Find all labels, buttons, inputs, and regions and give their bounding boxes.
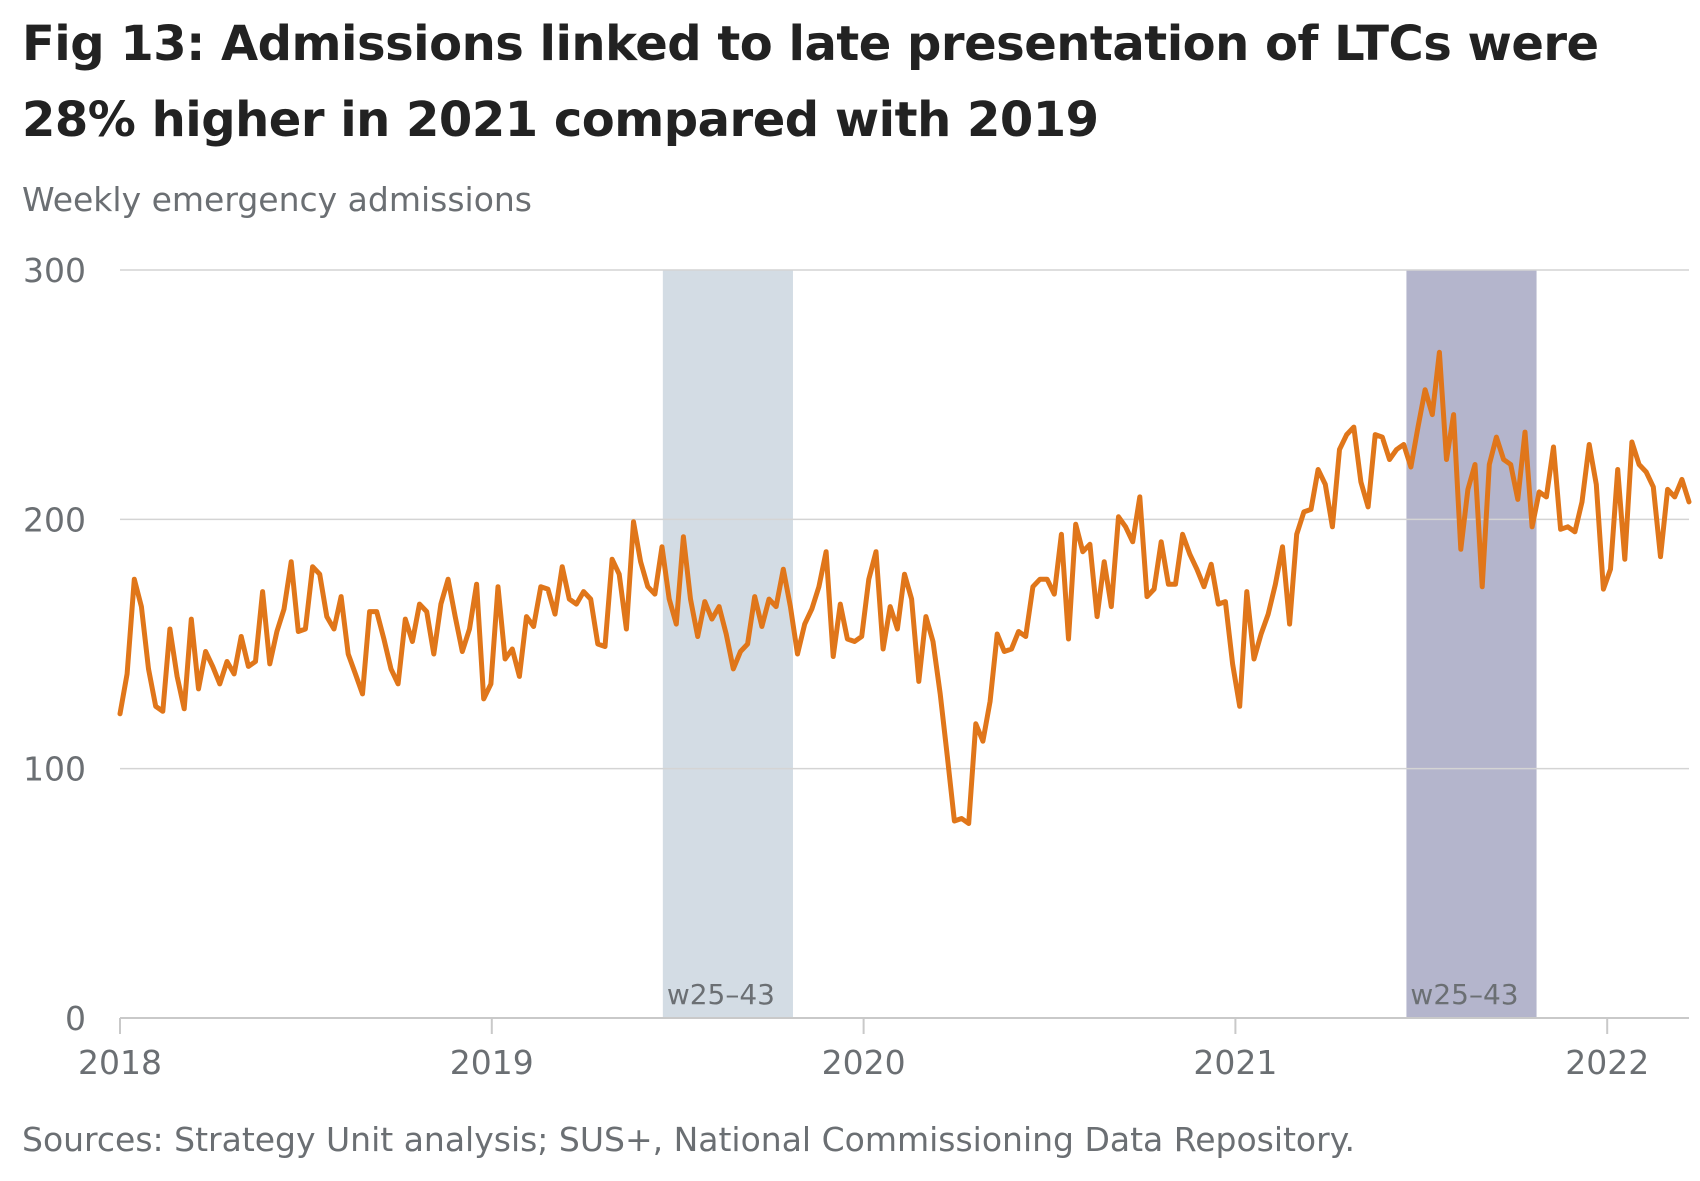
y-axis-label: Weekly emergency admissions bbox=[22, 180, 533, 219]
gridlines bbox=[120, 269, 1689, 770]
highlight-band-2 bbox=[1406, 270, 1537, 1018]
series-layer bbox=[117, 349, 1692, 826]
highlight-band-label-2: w25–43 bbox=[1410, 978, 1518, 1011]
x-tick-label-2022: 2022 bbox=[1565, 1043, 1649, 1082]
y-axis: 0 100 200 300 bbox=[23, 251, 86, 1038]
y-tick-label-0: 0 bbox=[65, 999, 86, 1038]
y-tick-label-300: 300 bbox=[23, 251, 86, 290]
x-tick-label-2018: 2018 bbox=[78, 1043, 162, 1082]
series-line-1 bbox=[117, 349, 1692, 826]
y-tick-label-200: 200 bbox=[23, 500, 86, 539]
highlight-bands: w25–43 w25–43 bbox=[662, 270, 1537, 1018]
chart-title: Fig 13: Admissions linked to late presen… bbox=[22, 16, 1599, 148]
x-tick-label-2020: 2020 bbox=[822, 1043, 906, 1082]
x-tick-label-2019: 2019 bbox=[450, 1043, 534, 1082]
highlight-band-label-1: w25–43 bbox=[667, 978, 775, 1011]
y-tick-label-100: 100 bbox=[23, 750, 86, 789]
source-note: Sources: Strategy Unit analysis; SUS+, N… bbox=[22, 1120, 1356, 1159]
x-tick-label-2021: 2021 bbox=[1193, 1043, 1277, 1082]
x-axis: 2018 2019 2020 2021 2022 bbox=[78, 1017, 1689, 1082]
